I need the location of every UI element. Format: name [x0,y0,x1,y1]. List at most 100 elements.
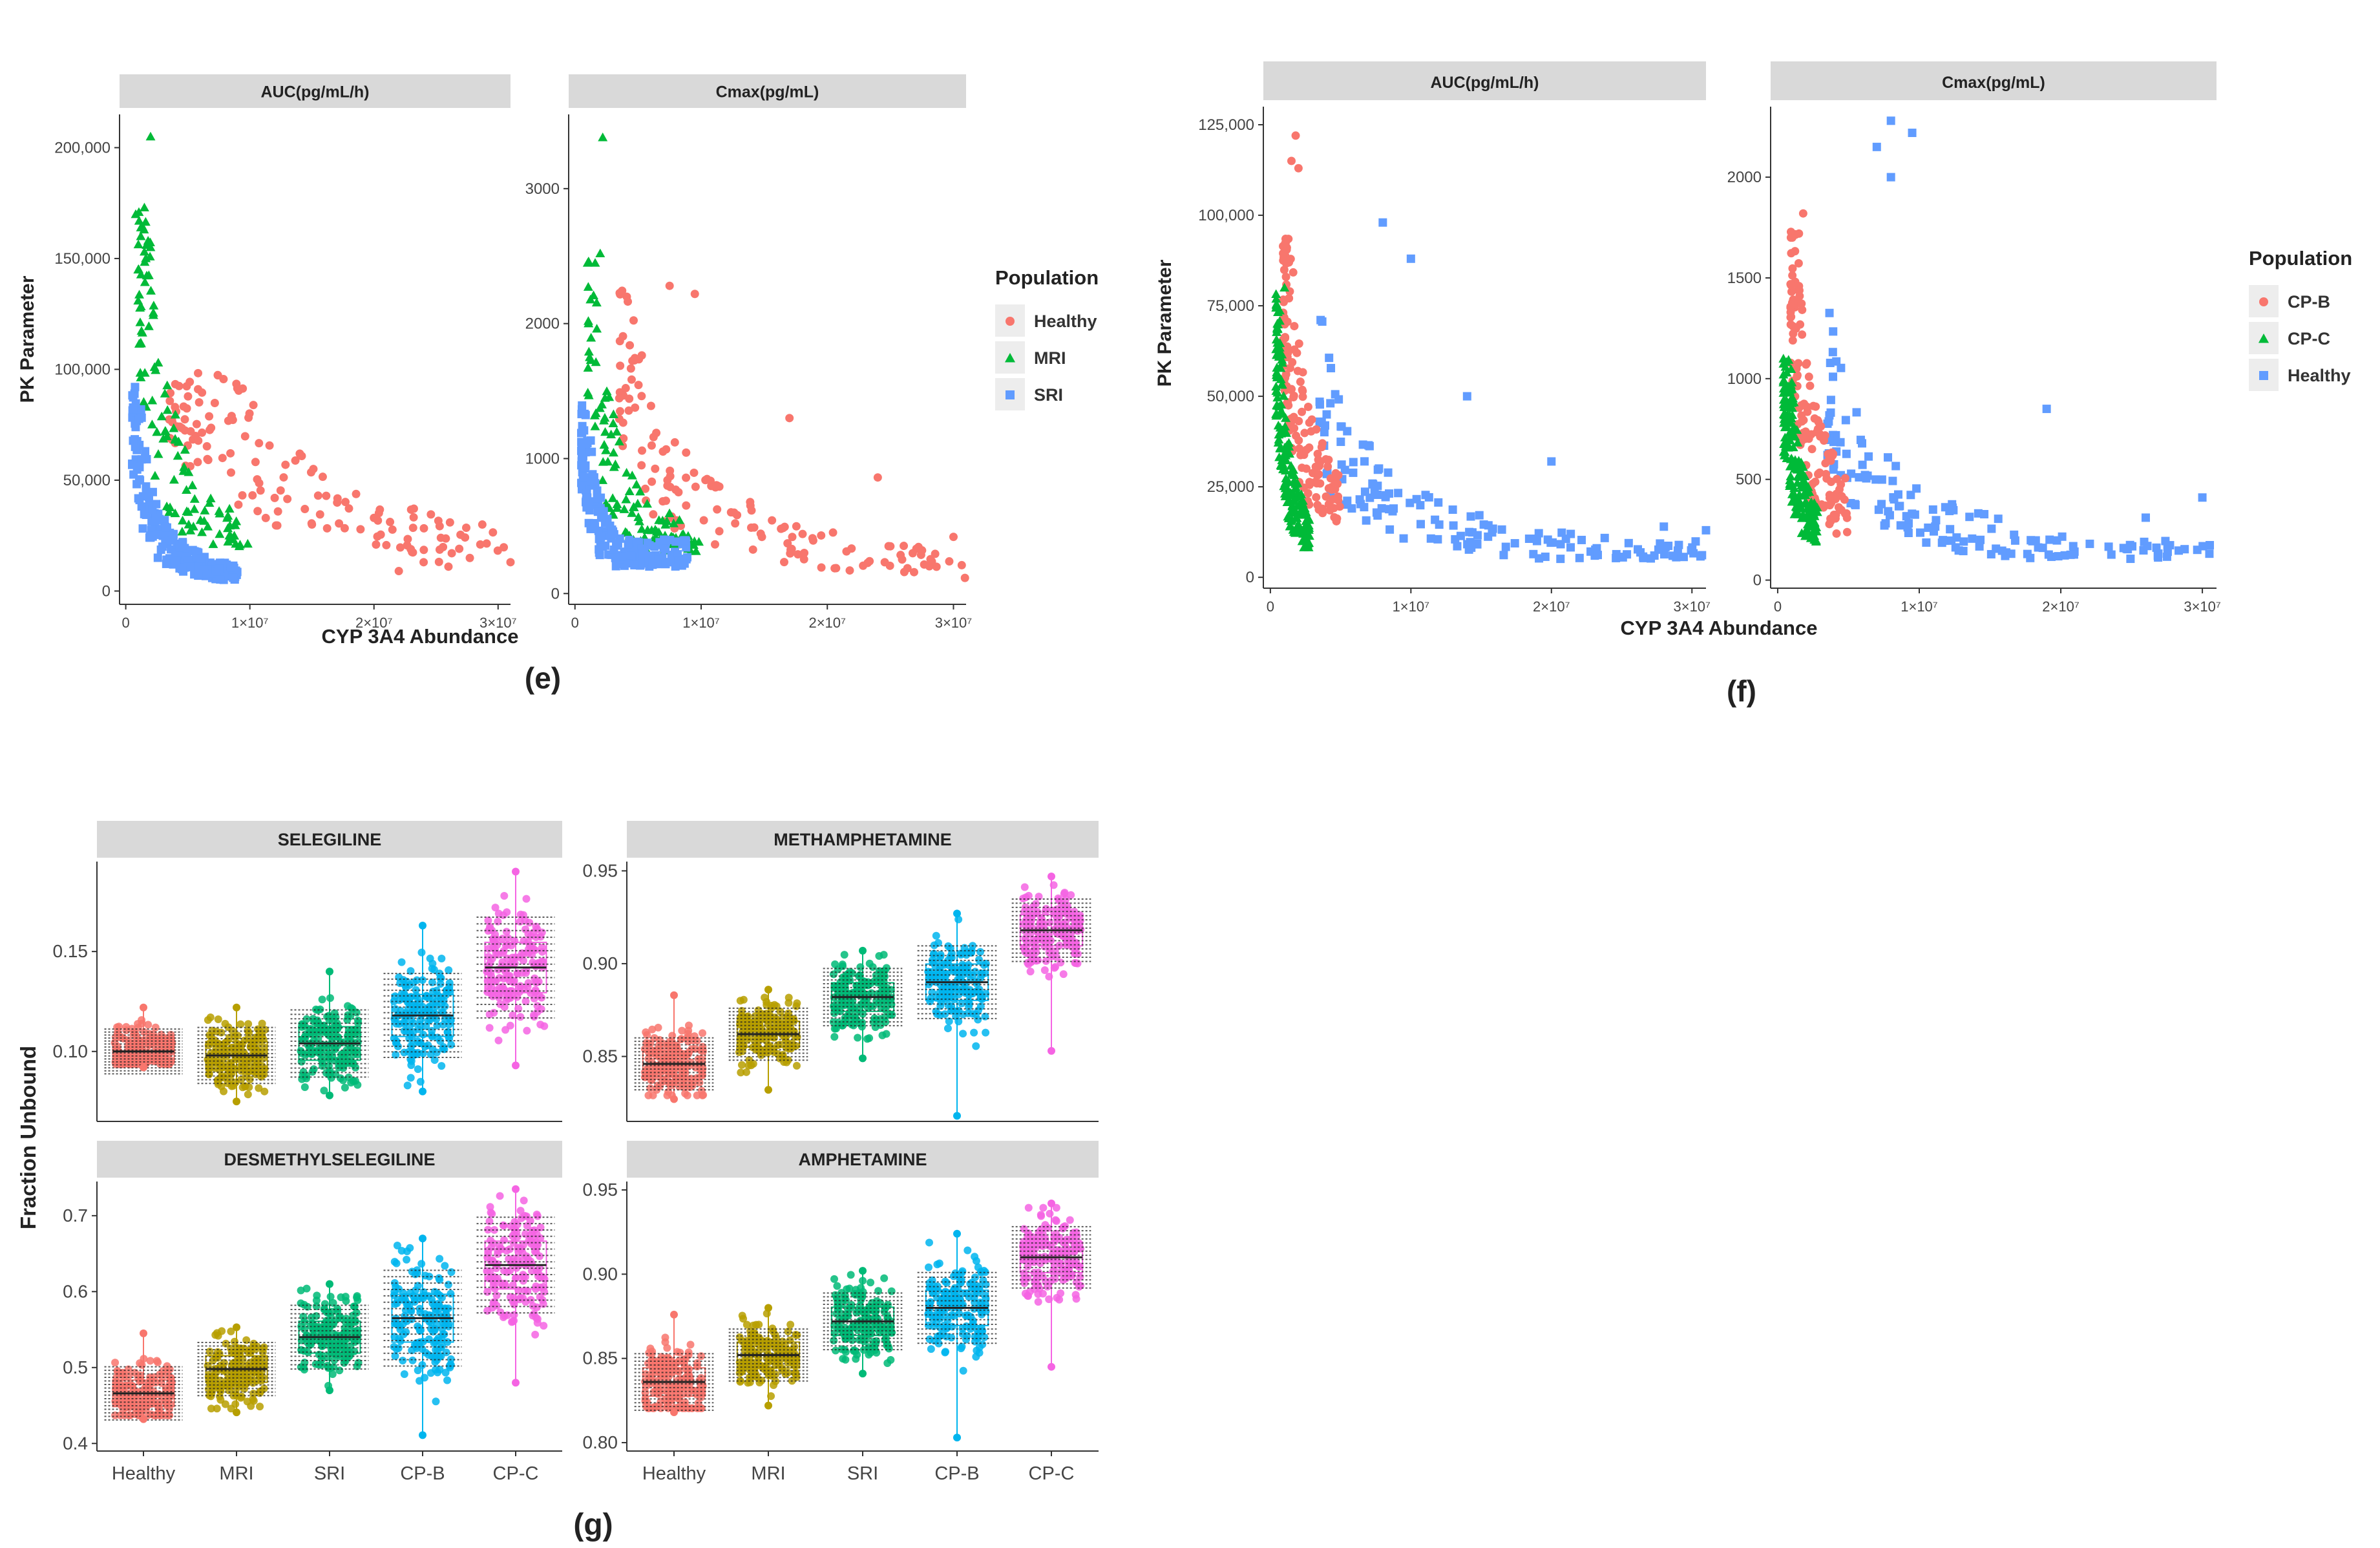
data-point [250,1356,258,1364]
group-sri [290,1280,369,1395]
data-point [162,1039,170,1047]
data-point [1786,320,1795,329]
data-point [1291,131,1300,140]
data-point [1836,438,1845,447]
data-point [848,1021,856,1029]
data-point [970,1028,978,1037]
data-point [738,1047,746,1055]
data-point [2028,536,2037,546]
data-point [428,1026,436,1035]
data-point [416,1377,424,1385]
data-point [621,384,630,393]
data-point [1852,408,1861,417]
data-point [308,520,317,529]
data-point [230,1065,238,1073]
data-point [330,1362,338,1371]
x-tick-label: 0 [571,615,579,631]
data-point [313,1291,321,1300]
x-tick-label: SRI [314,1463,345,1484]
outlier-point [419,1235,427,1243]
data-point [1886,173,1895,182]
y-tick-label: 0 [551,585,560,602]
facet-title: Cmax(pg/mL) [1942,74,2045,92]
group-mri [728,986,808,1094]
data-point [165,1373,174,1381]
data-point [503,1247,511,1255]
data-point [1298,407,1307,416]
data-point [225,1034,233,1042]
data-point [851,1015,859,1023]
data-point [1986,549,1996,558]
data-point [1303,542,1314,551]
data-point [1285,449,1294,458]
data-point [1965,513,1974,522]
data-point [1314,505,1323,514]
data-point [345,1030,353,1039]
data-point [1829,449,1838,458]
data-point [1806,381,1815,390]
chart-e: AUC(pg/mL/h)050,000100,000150,000200,000… [17,74,1099,695]
data-point [1060,888,1069,896]
data-point [455,544,464,553]
data-point [1787,281,1796,290]
data-point [530,994,538,1002]
data-point [145,242,156,251]
data-point [1276,363,1286,372]
data-point [1906,491,1915,500]
data-point [1946,525,1955,534]
data-point [125,1372,133,1380]
outlier-point [140,1063,147,1072]
data-point [427,1369,435,1377]
data-point [697,1087,706,1095]
data-point [531,1247,539,1256]
data-point [620,527,631,536]
data-point [224,1079,232,1087]
data-point [1369,480,1378,489]
data-point [675,1082,683,1090]
legend-marker-sri [1006,390,1015,399]
data-point [162,380,173,390]
data-point [182,506,192,515]
data-point [146,1357,154,1365]
data-point [710,540,719,549]
data-point [393,1299,401,1308]
data-point [1781,441,1791,451]
data-point [2152,543,2161,552]
outlier-point [140,1415,147,1423]
data-point [1314,470,1323,479]
data-point [1659,522,1669,531]
data-point [509,1281,517,1289]
data-point [195,398,204,407]
y-tick-label: 0.85 [583,1046,618,1066]
data-point [1071,959,1079,967]
data-point [756,529,765,538]
data-point [256,1403,264,1411]
data-point [1656,539,1665,548]
y-axis-label: PK Parameter [17,275,38,403]
data-point [1281,370,1290,379]
data-point [1924,523,1933,532]
data-point [879,951,888,959]
data-point [253,507,262,516]
data-point [1312,493,1321,502]
data-point [1784,355,1794,364]
data-point [124,1365,132,1373]
legend-label: CP-C [2288,329,2330,348]
data-point [140,368,150,377]
facet-title: AUC(pg/mL/h) [1430,74,1539,92]
data-point [395,1285,403,1293]
data-point [1274,429,1284,439]
data-point [1809,509,1819,518]
data-point [1826,396,1835,405]
data-point [856,971,864,979]
data-point [502,928,511,936]
data-point [656,1082,664,1090]
data-point [2143,542,2152,551]
data-point [1976,535,1985,544]
data-point [152,1411,160,1419]
data-point [674,487,683,496]
data-point [852,981,861,990]
data-point [834,1018,843,1026]
group-mri [197,1323,276,1417]
series-healthy [1315,218,1711,564]
